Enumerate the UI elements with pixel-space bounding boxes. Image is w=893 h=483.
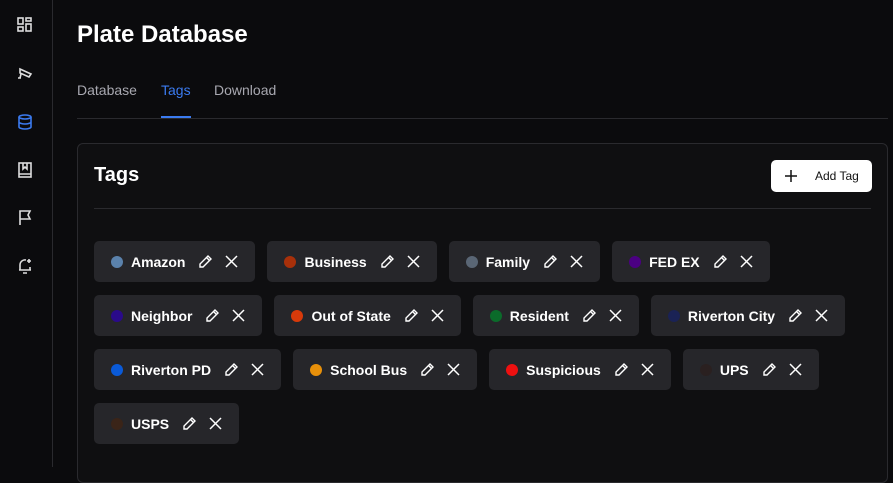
delete-icon[interactable] (251, 363, 264, 376)
edit-icon[interactable] (581, 308, 597, 324)
delete-icon[interactable] (447, 363, 460, 376)
delete-icon[interactable] (407, 255, 420, 268)
tag-chip: School Bus (293, 349, 478, 390)
delete-icon[interactable] (609, 309, 622, 322)
add-tag-label: Add Tag (815, 169, 859, 183)
tab-tags[interactable]: Tags (161, 82, 191, 118)
tag-name: Out of State (311, 307, 391, 324)
tag-chip: USPS (94, 403, 240, 444)
tag-color-dot (629, 255, 642, 268)
delete-icon[interactable] (209, 417, 222, 430)
tag-chip: Neighbor (94, 295, 263, 336)
tag-chip: Resident (472, 295, 639, 336)
tag-chip: Business (267, 241, 437, 282)
tags-card: Tags Add Tag Amazon Business Family FED EX N… (77, 143, 888, 483)
delete-icon[interactable] (232, 309, 245, 322)
tag-chip: Family (448, 241, 601, 282)
delete-icon[interactable] (431, 309, 444, 322)
tag-name: Riverton City (687, 307, 776, 324)
tag-color-dot (284, 255, 297, 268)
edit-icon[interactable] (787, 308, 803, 324)
divider (94, 208, 871, 209)
tag-color-dot (699, 363, 712, 376)
edit-icon[interactable] (542, 254, 558, 270)
bell-plus-icon[interactable] (16, 257, 34, 275)
edit-icon[interactable] (181, 416, 197, 432)
tag-color-dot (506, 363, 519, 376)
tag-chip: UPS (682, 349, 819, 390)
tag-name: Neighbor (131, 307, 193, 324)
tag-name: UPS (719, 361, 749, 378)
database-icon[interactable] (16, 113, 34, 131)
tag-name: Suspicious (526, 361, 601, 378)
tag-chip: Riverton City (650, 295, 846, 336)
flag-icon[interactable] (16, 209, 34, 227)
tag-color-dot (111, 309, 123, 322)
tag-name: FED EX (649, 253, 700, 270)
tag-name: School Bus (330, 361, 408, 378)
tag-chip: Amazon (94, 241, 256, 282)
edit-icon[interactable] (197, 254, 213, 270)
tag-color-dot (291, 309, 304, 322)
tag-name: USPS (131, 415, 170, 432)
tag-name: Business (304, 253, 367, 270)
edit-icon[interactable] (613, 362, 629, 378)
sidebar (0, 0, 53, 467)
add-tag-button[interactable]: Add Tag (771, 160, 872, 192)
tag-color-dot (465, 255, 478, 268)
tag-name: Resident (509, 307, 569, 324)
tag-color-dot (111, 417, 123, 430)
tag-chip: FED EX (612, 241, 770, 282)
delete-icon[interactable] (641, 363, 654, 376)
tag-chip: Out of State (274, 295, 461, 336)
delete-icon[interactable] (225, 255, 238, 268)
edit-icon[interactable] (403, 308, 419, 324)
tab-database[interactable]: Database (77, 82, 137, 98)
page-title: Plate Database (77, 21, 248, 48)
book-icon[interactable] (16, 161, 34, 179)
edit-icon[interactable] (379, 254, 395, 270)
edit-icon[interactable] (223, 362, 239, 378)
tag-name: Riverton PD (131, 361, 212, 378)
edit-icon[interactable] (419, 362, 435, 378)
delete-icon[interactable] (789, 363, 802, 376)
tag-name: Family (485, 253, 531, 270)
delete-icon[interactable] (570, 255, 583, 268)
camera-icon[interactable] (16, 65, 34, 83)
tag-chip: Riverton PD (94, 349, 282, 390)
tag-color-dot (667, 309, 680, 322)
tag-list: Amazon Business Family FED EX Neighbor Out of… (94, 241, 884, 444)
tag-color-dot (310, 363, 323, 376)
delete-icon[interactable] (740, 255, 753, 268)
tag-name: Amazon (131, 253, 186, 270)
tag-color-dot (111, 363, 123, 376)
card-title: Tags (94, 164, 140, 186)
delete-icon[interactable] (815, 309, 828, 322)
tag-color-dot (111, 255, 123, 268)
edit-icon[interactable] (204, 308, 220, 324)
dashboard-icon[interactable] (16, 16, 34, 34)
edit-icon[interactable] (712, 254, 728, 270)
tag-color-dot (489, 309, 502, 322)
tag-chip: Suspicious (489, 349, 671, 390)
tab-bar: Database Tags Download (77, 82, 888, 119)
tab-download[interactable]: Download (214, 82, 277, 98)
plus-icon (785, 170, 797, 182)
edit-icon[interactable] (761, 362, 777, 378)
